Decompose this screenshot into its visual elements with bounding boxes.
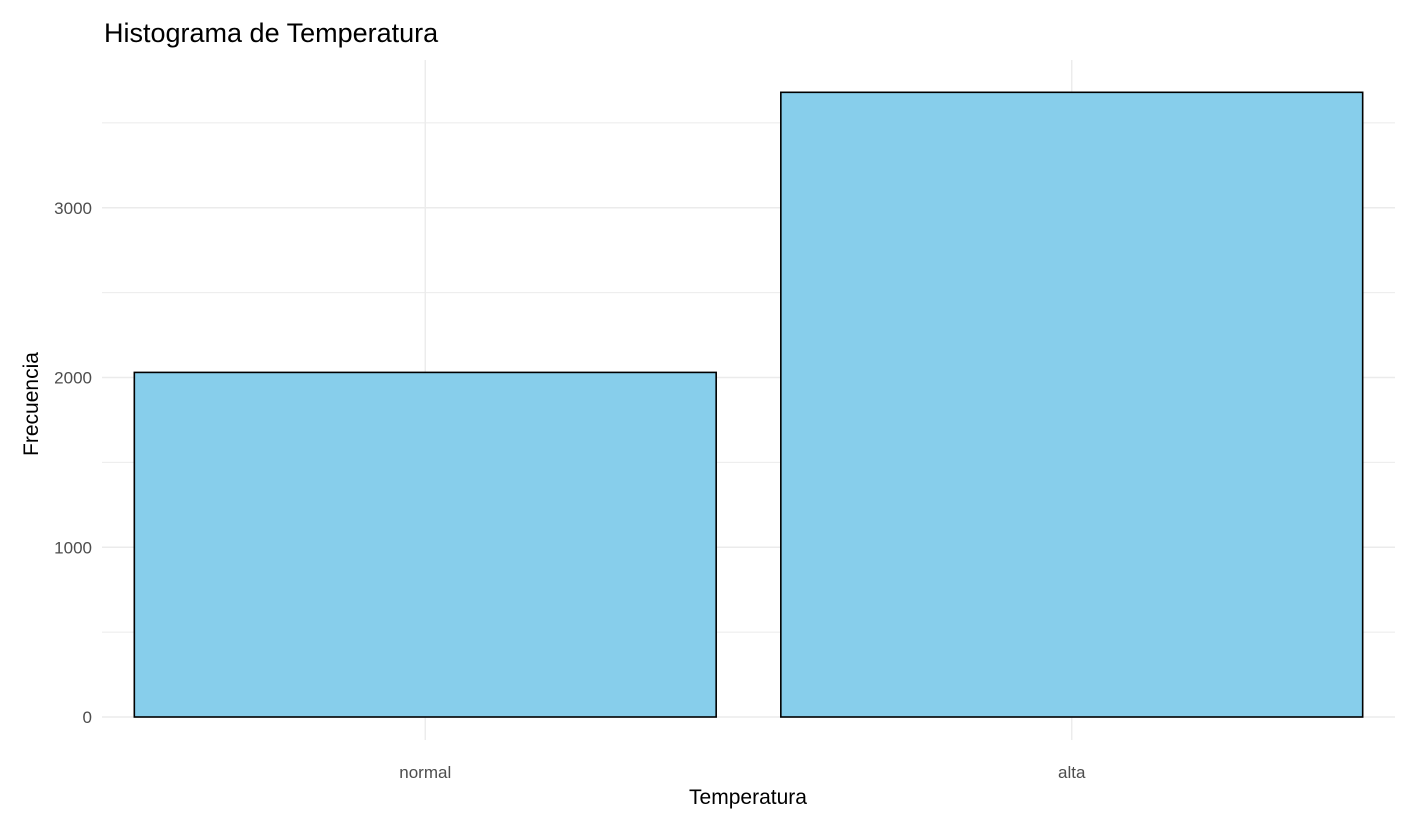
y-axis-title: Frecuencia (20, 352, 43, 456)
y-tick-label: 3000 (54, 199, 92, 218)
y-tick-label: 0 (83, 708, 92, 727)
y-axis-ticks: 0 1000 2000 3000 (54, 199, 92, 727)
y-tick-label: 2000 (54, 369, 92, 388)
x-tick-label: normal (399, 763, 451, 782)
bar-alta (780, 91, 1364, 718)
chart-title: Histograma de Temperatura (104, 18, 439, 48)
y-tick-label: 1000 (54, 538, 92, 557)
x-axis-ticks: normal alta (399, 763, 1086, 782)
bars-layer (133, 91, 1364, 718)
x-tick-label: alta (1058, 763, 1086, 782)
x-axis-title: Temperatura (689, 786, 807, 809)
bar-normal (133, 371, 717, 718)
